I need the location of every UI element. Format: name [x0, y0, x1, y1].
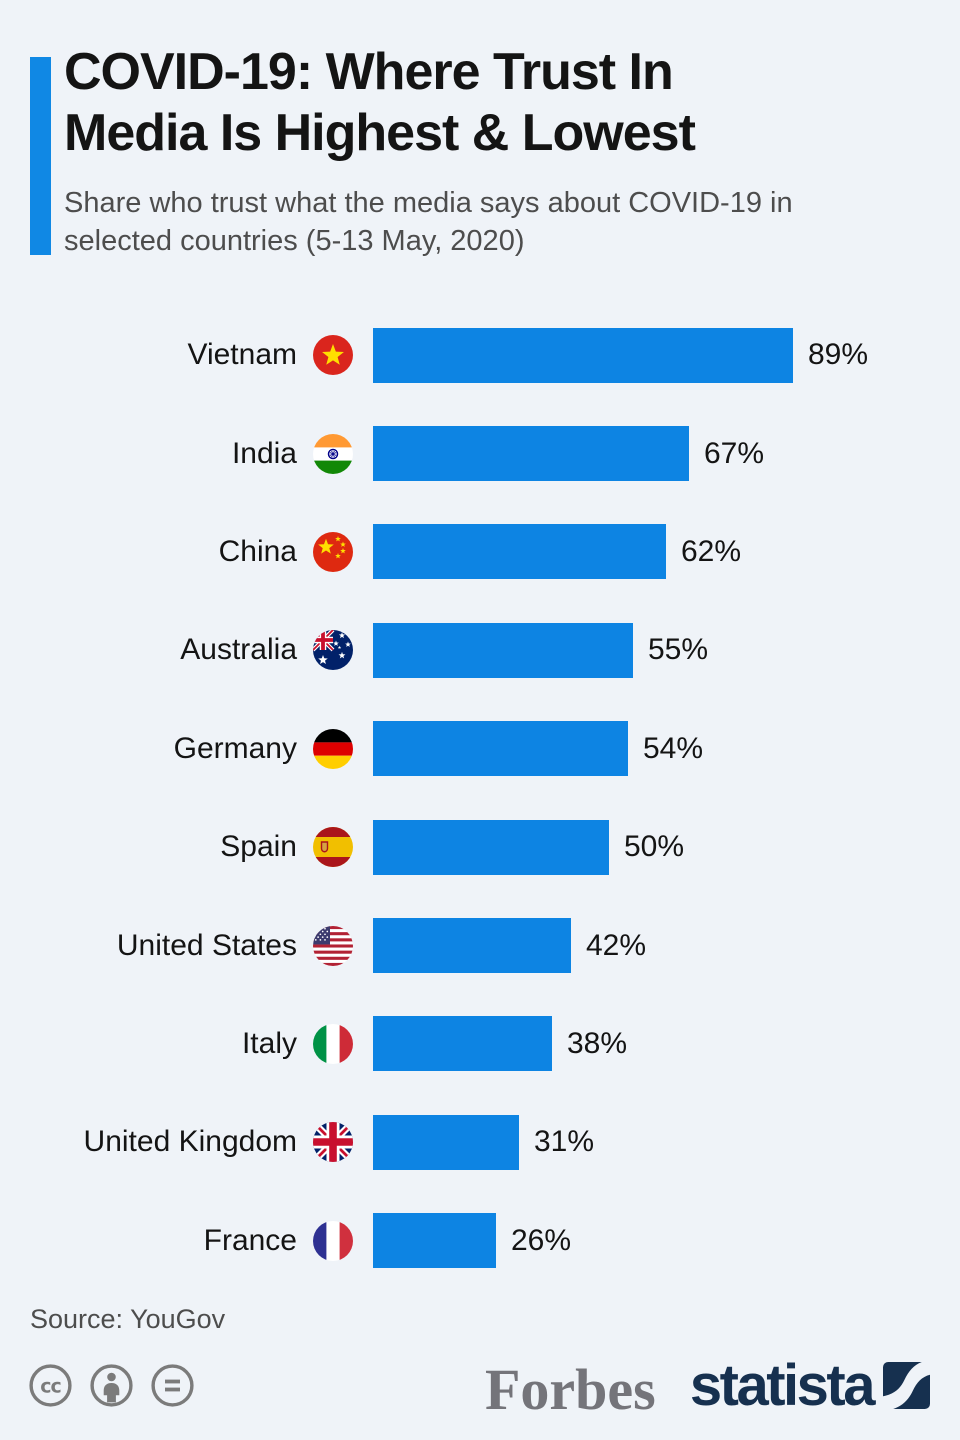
statista-wordmark: statista — [689, 1353, 876, 1418]
attribution-icon — [89, 1363, 134, 1408]
value-bar — [373, 819, 609, 875]
united-kingdom-flag-icon — [313, 1122, 353, 1163]
chart-row: Germany 54% — [0, 700, 960, 798]
bar-chart: Vietnam 89% India 67% China 62% Australi… — [0, 306, 960, 1290]
value-bar — [373, 426, 689, 482]
chart-row: Australia 55% — [0, 601, 960, 699]
country-label: China — [218, 534, 297, 568]
spain-flag-icon — [313, 827, 353, 868]
chart-row: Italy 38% — [0, 995, 960, 1093]
france-flag-icon — [313, 1220, 353, 1261]
value-bar — [373, 327, 793, 383]
title-line-1: COVID-19: Where Trust In — [64, 43, 674, 101]
country-label: Australia — [180, 633, 297, 667]
value-bar — [373, 721, 628, 777]
value-bar — [373, 918, 571, 974]
value-bar — [373, 1213, 496, 1269]
india-flag-icon — [313, 433, 353, 474]
country-label: India — [231, 436, 297, 470]
value-label: 50% — [624, 830, 685, 864]
title-accent-bar — [30, 57, 51, 255]
chart-row: France 26% — [0, 1192, 960, 1290]
forbes-logo: Forbes — [485, 1357, 656, 1422]
chart-row: Vietnam 89% — [0, 306, 960, 404]
value-label: 42% — [586, 928, 647, 962]
value-label: 62% — [681, 534, 742, 568]
italy-flag-icon — [313, 1023, 353, 1064]
statista-logo: statista — [690, 1352, 930, 1419]
united-states-flag-icon — [313, 925, 353, 966]
svg-text:cc: cc — [40, 1376, 61, 1398]
value-bar — [373, 622, 633, 678]
chart-row: United States 42% — [0, 896, 960, 994]
country-label: Germany — [173, 731, 297, 765]
value-label: 89% — [808, 338, 869, 372]
country-label: United Kingdom — [83, 1125, 297, 1159]
chart-subtitle: Share who trust what the media says abou… — [64, 187, 793, 257]
country-label: Italy — [241, 1026, 297, 1060]
value-label: 54% — [643, 731, 704, 765]
page-title: COVID-19: Where Trust In Media Is Highes… — [64, 42, 924, 164]
statista-mark-icon — [883, 1362, 930, 1409]
value-label: 67% — [704, 436, 765, 470]
chart-row: United Kingdom 31% — [0, 1093, 960, 1191]
source-text: Source: YouGov — [30, 1304, 226, 1334]
value-bar — [373, 524, 666, 580]
vietnam-flag-icon — [313, 335, 353, 376]
chart-row: Spain 50% — [0, 798, 960, 896]
country-label: Spain — [220, 830, 297, 864]
value-label: 38% — [567, 1026, 628, 1060]
value-label: 26% — [511, 1223, 572, 1257]
country-label: France — [203, 1223, 297, 1257]
country-label: United States — [116, 928, 297, 962]
value-bar — [373, 1114, 519, 1170]
germany-flag-icon — [313, 728, 353, 769]
china-flag-icon — [313, 531, 353, 572]
equal-icon — [150, 1363, 195, 1408]
chart-row: China 62% — [0, 503, 960, 601]
license-icons: cc — [28, 1363, 195, 1408]
australia-flag-icon — [313, 630, 353, 671]
chart-row: India 67% — [0, 404, 960, 502]
country-label: Vietnam — [187, 338, 297, 372]
cc-icon: cc — [28, 1363, 73, 1408]
value-label: 55% — [648, 633, 709, 667]
title-line-2: Media Is Highest & Lowest — [64, 104, 696, 162]
value-label: 31% — [534, 1125, 595, 1159]
value-bar — [373, 1016, 552, 1072]
